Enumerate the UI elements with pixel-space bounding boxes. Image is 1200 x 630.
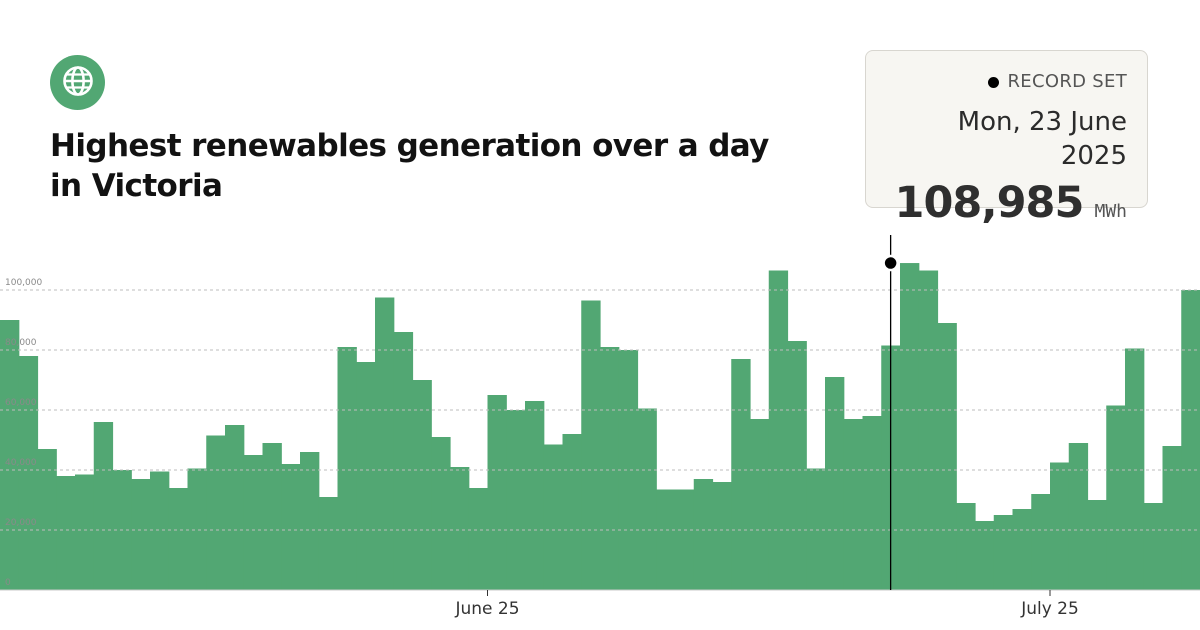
bar: [243, 455, 264, 590]
record-unit: MWh: [1094, 201, 1127, 222]
bar: [300, 452, 320, 590]
bar: [506, 410, 526, 590]
bar: [656, 489, 676, 590]
bar: [975, 521, 995, 590]
bar: [1012, 509, 1032, 590]
bar: [693, 479, 714, 590]
bar: [0, 320, 20, 590]
bar: [618, 350, 639, 590]
globe-icon: [61, 64, 95, 102]
bar: [468, 488, 489, 590]
bar: [450, 467, 470, 590]
bar: [206, 435, 226, 590]
bar: [56, 476, 76, 590]
bar: [225, 425, 245, 590]
bar: [806, 468, 826, 590]
bar: [262, 443, 282, 590]
bar: [393, 332, 414, 590]
bar: [731, 359, 751, 590]
record-label: RECORD SET: [1007, 71, 1127, 92]
bar: [337, 347, 357, 590]
grid-group: 0 20,000 40,000 60,000 80,000 100,000: [0, 278, 1200, 588]
bar: [1143, 503, 1164, 590]
y-tick-label: 60,000: [5, 398, 37, 408]
bar: [993, 515, 1014, 590]
record-marker-dot: [882, 254, 899, 272]
bar: [37, 449, 57, 590]
bar: [431, 437, 451, 590]
record-date: Mon, 23 June 2025: [957, 107, 1127, 171]
bar: [281, 464, 301, 590]
record-label-row: RECORD SET: [886, 69, 1127, 95]
y-tick-label: 0: [5, 578, 11, 588]
bar: [956, 503, 976, 590]
bar: [750, 419, 770, 590]
bar: [543, 444, 564, 590]
bar: [1050, 462, 1070, 590]
y-tick-label: 20,000: [5, 518, 37, 528]
bar: [843, 419, 864, 590]
bar: [1087, 500, 1107, 590]
bar: [600, 347, 620, 590]
bar: [900, 263, 920, 590]
y-tick-label: 100,000: [5, 278, 42, 288]
record-card: RECORD SET Mon, 23 June 2025 108,985 MWh: [865, 50, 1148, 228]
bar: [187, 468, 207, 590]
y-tick-label: 40,000: [5, 458, 37, 468]
bar: [712, 482, 732, 590]
bar: [412, 380, 432, 590]
bar: [1181, 290, 1200, 590]
bar: [637, 408, 657, 590]
bar: [918, 270, 939, 590]
bar: [93, 422, 114, 590]
bar: [1068, 443, 1089, 590]
x-tick-label: June 25: [454, 599, 519, 619]
bar: [825, 377, 845, 590]
bar: [768, 270, 789, 590]
bar: [1125, 348, 1145, 590]
bar: [356, 362, 376, 590]
bar: [487, 395, 507, 590]
bar: [150, 471, 170, 590]
chart-title: Highest renewables generation over a day…: [50, 128, 769, 204]
bar: [525, 401, 545, 590]
bar: [168, 488, 189, 590]
record-value-row: 108,985 MWh: [886, 177, 1127, 238]
bar: [375, 297, 395, 590]
bar: [675, 489, 695, 590]
bar: [937, 323, 957, 590]
bar: [318, 497, 339, 590]
bar: [862, 416, 882, 590]
bar: [75, 474, 95, 590]
x-tick-label: July 25: [1020, 599, 1079, 619]
bar: [1162, 446, 1182, 590]
record-dot-icon: [987, 76, 999, 88]
bar: [787, 341, 807, 590]
bar: [1031, 494, 1051, 590]
bar: [581, 300, 601, 590]
bar: [18, 356, 39, 590]
bar: [562, 434, 582, 590]
bars-group: [0, 263, 1200, 590]
record-value: 108,985: [894, 178, 1085, 228]
bar: [1106, 405, 1126, 590]
y-tick-label: 80,000: [5, 338, 37, 348]
globe-badge: [50, 55, 105, 110]
bar: [131, 479, 151, 590]
